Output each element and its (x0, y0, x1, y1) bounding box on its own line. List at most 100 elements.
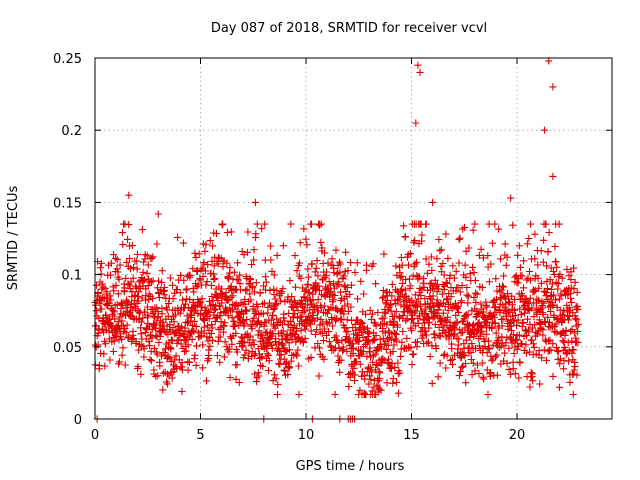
data-point (535, 284, 543, 292)
data-point (207, 329, 215, 337)
data-point (484, 252, 492, 260)
data-point (535, 296, 543, 305)
data-point (408, 326, 416, 334)
data-point (144, 261, 152, 269)
data-point (336, 268, 344, 276)
data-point (262, 329, 270, 337)
data-point (458, 281, 466, 290)
data-point (219, 328, 227, 336)
data-point (456, 234, 464, 242)
data-point (557, 292, 565, 300)
data-point (492, 295, 501, 303)
data-point (314, 272, 322, 280)
data-point (178, 387, 186, 396)
data-point (382, 345, 390, 353)
data-point (502, 339, 510, 347)
data-point (301, 334, 309, 343)
data-point (317, 316, 325, 324)
data-point (375, 385, 384, 393)
data-point (434, 373, 442, 381)
data-point (437, 317, 445, 325)
data-point (250, 314, 258, 322)
data-point (140, 345, 148, 353)
data-point (155, 338, 163, 347)
data-point (505, 366, 513, 374)
data-point (195, 250, 203, 258)
data-point (231, 320, 239, 328)
data-point (222, 289, 230, 297)
data-point (401, 293, 409, 301)
data-point (392, 308, 400, 316)
data-point (249, 284, 257, 292)
data-point (139, 268, 147, 276)
data-point (305, 288, 313, 296)
data-point (369, 352, 377, 360)
data-point (345, 382, 353, 391)
data-point (295, 390, 303, 399)
data-point (468, 340, 476, 348)
data-point (514, 251, 522, 259)
data-point (159, 386, 167, 394)
data-point (284, 293, 292, 301)
data-point (453, 318, 461, 326)
data-point (446, 318, 454, 326)
data-point (271, 295, 279, 303)
data-point (415, 273, 423, 281)
data-point (523, 240, 531, 248)
data-point (209, 242, 217, 250)
data-point (356, 386, 364, 394)
data-point (180, 276, 188, 284)
data-point (190, 308, 198, 316)
data-point (166, 354, 174, 362)
data-point (422, 220, 430, 228)
data-point (464, 299, 472, 307)
data-point (153, 240, 161, 248)
data-point (549, 267, 557, 276)
data-point (123, 258, 131, 266)
data-point (351, 268, 359, 277)
data-point (564, 316, 572, 324)
data-point (439, 309, 447, 317)
data-point (422, 331, 431, 339)
data-point (425, 324, 433, 332)
data-point (106, 271, 115, 279)
data-point (344, 327, 352, 336)
data-point (440, 323, 448, 331)
data-point (435, 285, 443, 293)
data-point (469, 320, 478, 328)
data-point (486, 369, 495, 377)
data-point (92, 301, 100, 309)
data-point (143, 313, 152, 321)
data-point (188, 335, 196, 343)
data-point (488, 239, 496, 247)
data-point (273, 390, 282, 399)
data-point (311, 268, 319, 276)
data-point (265, 299, 274, 307)
data-point (167, 345, 175, 353)
data-point (232, 329, 240, 337)
x-tick-label: 20 (509, 428, 526, 443)
data-point (307, 220, 315, 228)
data-point (398, 272, 406, 280)
data-point (156, 362, 164, 370)
data-point (291, 252, 299, 260)
data-point (361, 375, 369, 383)
data-point (184, 319, 192, 327)
data-point (435, 235, 443, 244)
data-point (238, 247, 246, 256)
data-point (257, 331, 265, 339)
data-point (190, 355, 198, 363)
data-point (424, 338, 432, 346)
data-point (509, 358, 517, 366)
data-point (107, 321, 115, 329)
data-point (332, 246, 340, 254)
data-point (124, 280, 132, 288)
data-point (533, 295, 541, 303)
data-point (291, 310, 299, 318)
data-point (202, 241, 210, 249)
data-point (169, 295, 177, 303)
data-point (545, 297, 553, 305)
data-point (189, 327, 197, 335)
data-point (503, 253, 511, 261)
data-point (421, 327, 430, 335)
